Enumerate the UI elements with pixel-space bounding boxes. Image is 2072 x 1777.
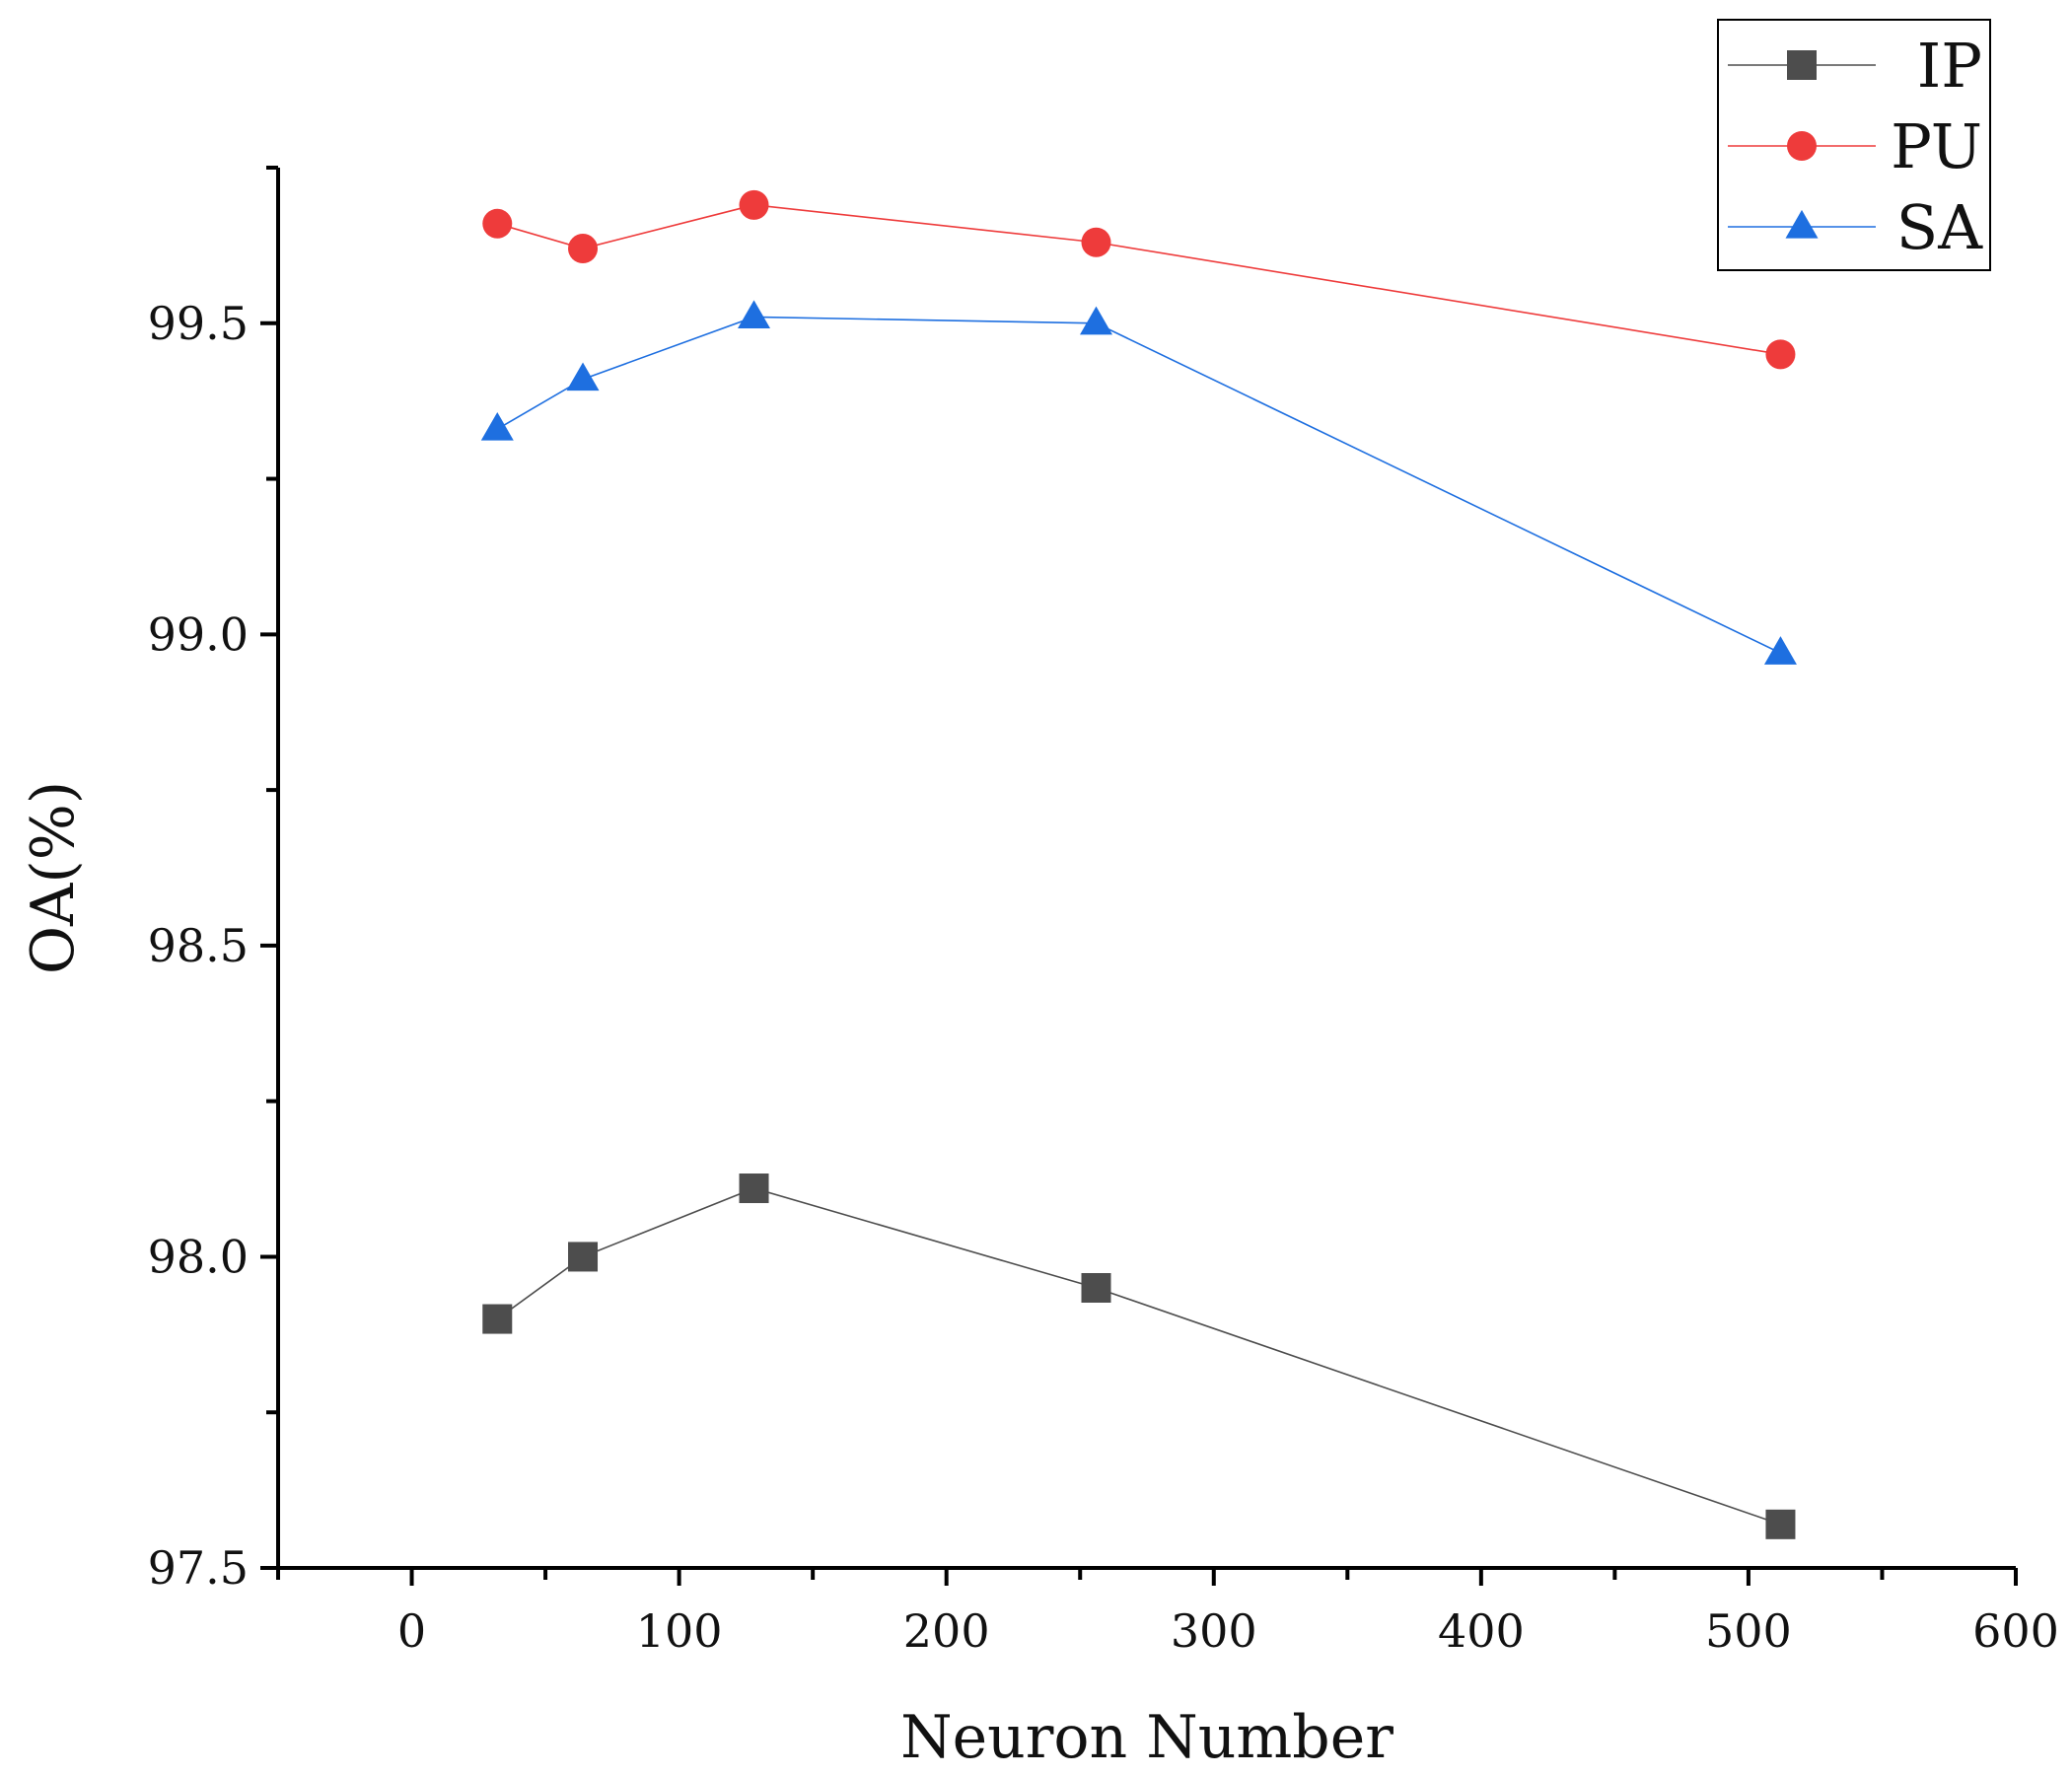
series-line-sa [496,316,1781,654]
x-tick-label: 500 [1705,1604,1792,1658]
legend-marker-sa [1785,209,1819,239]
y-axis-title: OA(%) [19,781,88,974]
x-tick-label: 600 [1972,1604,2059,1658]
legend: IP PU SA [1717,19,1991,271]
data-point-ip [1765,1509,1796,1539]
y-tick-label: 98.0 [148,1230,249,1283]
data-point-sa [738,300,771,329]
legend-label-sa: SA [1896,191,1983,263]
y-ticks: 97.5 98.0 98.5 99.0 99.5 [148,166,278,1595]
data-point-ip [739,1173,769,1204]
x-tick-label: 200 [903,1604,990,1658]
series-line-pu [497,204,1781,356]
data-point-pu [568,234,599,264]
axes-layer: 0 100 200 300 400 500 600 97.5 98.0 98.5 99.0 99.5… [19,166,2059,1772]
legend-marker-ip [1787,50,1817,80]
legend-label-ip: IP [1917,30,1982,102]
x-tick-label: 300 [1171,1604,1257,1658]
series-line-ip [496,1187,1781,1526]
y-tick-label: 97.5 [148,1541,249,1595]
x-axis-title: Neuron Number [900,1703,1393,1772]
x-ticks: 0 100 200 300 400 500 600 [276,1568,2059,1658]
data-point-pu [1765,339,1796,370]
data-point-sa [566,362,600,391]
x-tick-label: 0 [397,1604,426,1658]
y-tick-label: 99.5 [148,297,249,350]
data-point-ip [568,1242,599,1272]
series-sa [480,300,1797,665]
data-point-sa [1763,636,1797,665]
x-tick-label: 100 [636,1604,723,1658]
x-tick-label: 400 [1438,1604,1525,1658]
legend-marker-pu [1787,131,1817,161]
data-point-ip [482,1304,513,1334]
data-point-pu [1081,227,1111,257]
series-pu [482,189,1796,370]
data-point-pu [739,189,769,220]
data-point-ip [1081,1273,1111,1303]
data-point-sa [480,411,514,441]
legend-label-pu: PU [1891,110,1982,182]
data-point-pu [482,208,513,239]
legend-box [1717,19,1991,271]
series-layer [480,189,1797,1539]
y-tick-label: 99.0 [148,607,249,661]
y-tick-label: 98.5 [148,919,249,972]
data-point-sa [1079,306,1112,335]
series-ip [482,1173,1796,1539]
